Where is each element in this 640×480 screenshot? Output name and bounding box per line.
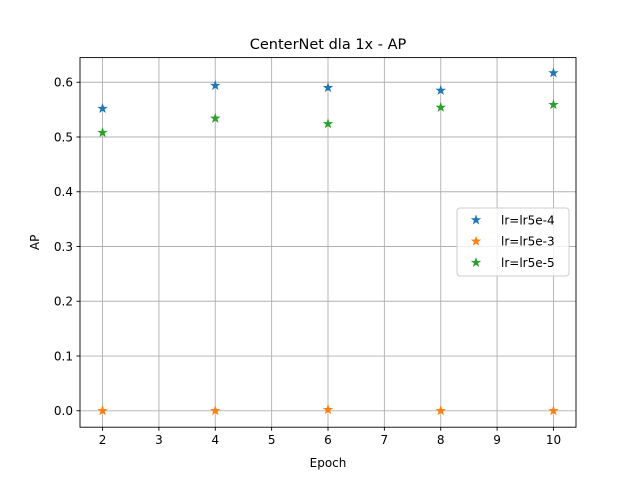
x-tick-label: 3 — [155, 433, 163, 447]
data-point-series-1 — [548, 67, 559, 78]
y-tick-label: 0.3 — [54, 240, 73, 254]
data-point-series-2 — [210, 405, 221, 416]
data-point-series-1 — [322, 82, 334, 93]
y-axis-ticks: 0.0 0.1 0.2 0.3 0.4 0.5 0.6 — [54, 76, 80, 418]
legend-marker — [470, 235, 482, 246]
data-point-series-3 — [435, 101, 446, 112]
x-tick-label: 8 — [437, 433, 445, 447]
legend-label: lr=lr5e-4 — [501, 213, 555, 227]
x-tick-label: 9 — [493, 433, 501, 447]
data-points — [97, 67, 559, 416]
legend-label: lr=lr5e-3 — [501, 235, 555, 249]
data-point-series-1 — [97, 103, 108, 113]
y-tick-label: 0.4 — [54, 185, 73, 199]
chart-title: CenterNet dla 1x - AP — [250, 37, 407, 53]
y-tick-label: 0.5 — [54, 130, 73, 144]
legend-frame — [456, 207, 570, 277]
data-point-series-3 — [322, 118, 334, 129]
legend-label: lr=lr5e-5 — [501, 256, 555, 270]
x-tick-label: 10 — [546, 433, 561, 447]
x-axis-ticks: 2 3 4 5 6 7 8 9 10 — [99, 427, 561, 447]
y-tick-label: 0.2 — [54, 295, 73, 309]
x-tick-label: 7 — [381, 433, 389, 447]
data-point-series-3 — [548, 99, 559, 110]
data-point-series-1 — [210, 80, 221, 90]
legend-marker — [470, 257, 482, 268]
y-tick-label: 0.6 — [54, 76, 73, 90]
legend: lr=lr5e-4 lr=lr5e-3 lr=lr5e-5 — [456, 207, 570, 277]
data-point-series-2 — [435, 405, 446, 416]
data-point-series-2 — [322, 404, 334, 415]
legend-marker — [470, 214, 482, 225]
x-tick-label: 4 — [211, 433, 219, 447]
x-tick-label: 2 — [99, 433, 107, 447]
data-point-series-3 — [210, 112, 221, 123]
x-tick-label: 6 — [324, 433, 332, 447]
y-tick-label: 0.0 — [54, 404, 73, 418]
data-point-series-3 — [97, 127, 108, 138]
data-point-series-2 — [97, 405, 108, 416]
x-tick-label: 5 — [268, 433, 276, 447]
y-axis-title: AP — [28, 235, 42, 250]
data-point-series-2 — [548, 405, 559, 416]
data-point-series-1 — [435, 84, 446, 95]
y-tick-label: 0.1 — [54, 349, 73, 363]
x-axis-title: Epoch — [310, 456, 347, 470]
